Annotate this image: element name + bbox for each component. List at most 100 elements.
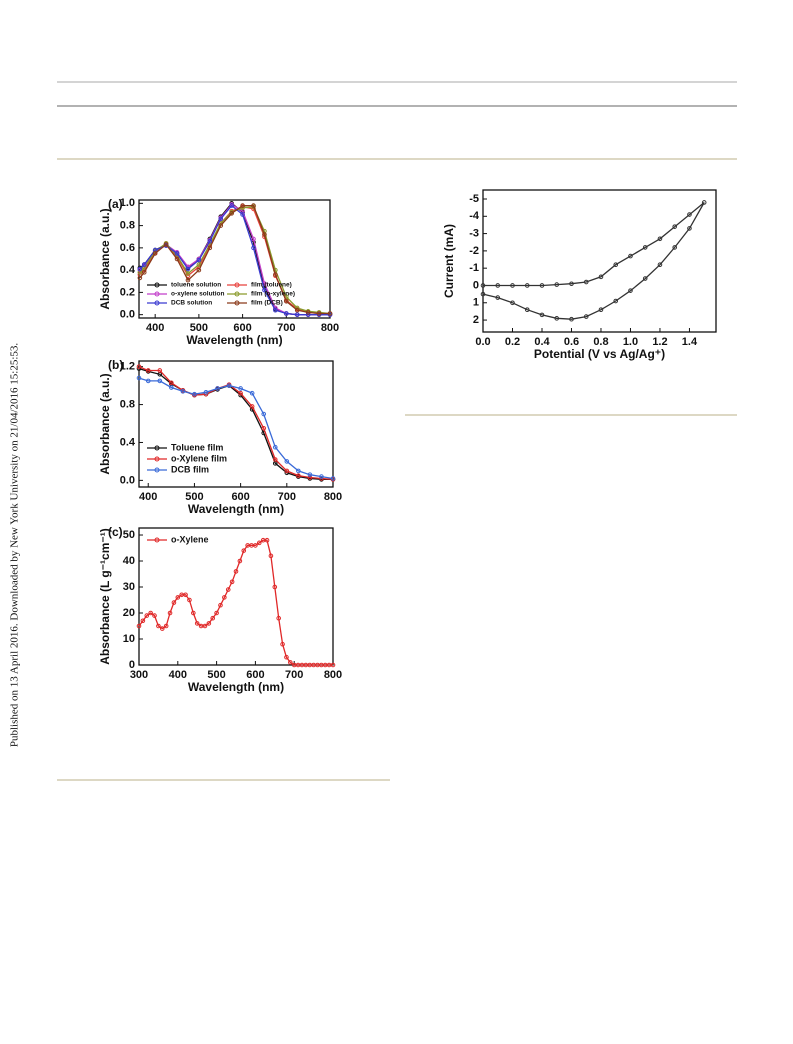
point [288, 660, 293, 665]
point [167, 610, 173, 616]
plot-frame [482, 189, 717, 333]
point [171, 600, 177, 605]
x-tick-label: 0.2 [505, 336, 520, 348]
y-axis-title: Current (mA) [442, 224, 456, 298]
legend-label: Toluene film [171, 442, 223, 452]
x-tick-label: 0.6 [564, 336, 579, 348]
y-tick-label: 0.2 [120, 286, 135, 298]
legend-marker [234, 282, 240, 288]
point [249, 390, 255, 396]
series-line [139, 206, 330, 315]
point [273, 272, 278, 277]
point [657, 262, 663, 268]
series-line [138, 539, 333, 666]
point [203, 389, 209, 395]
series-line [138, 377, 334, 480]
point [657, 236, 663, 242]
point [152, 613, 157, 618]
x-tick-label: 400 [146, 322, 164, 334]
x-tick-label: 800 [324, 491, 342, 503]
legend-marker [234, 291, 240, 297]
x-tick-label: 400 [169, 669, 187, 681]
legend-label: film (DCB) [251, 300, 283, 307]
point [554, 282, 560, 287]
point [276, 615, 281, 621]
point [218, 223, 224, 228]
point [214, 610, 219, 616]
point [141, 270, 147, 275]
point [241, 548, 247, 553]
point [157, 378, 163, 384]
point [136, 375, 142, 381]
point [280, 641, 285, 647]
point [598, 307, 604, 312]
series-line [139, 206, 331, 315]
y-tick-label: 1 [473, 297, 479, 309]
point [140, 618, 146, 624]
x-tick-label: 0.8 [593, 336, 608, 348]
y-tick-label: -1 [469, 262, 479, 274]
point [196, 262, 202, 267]
y-tick-label: -4 [469, 210, 480, 222]
x-axis-title: Wavelength (nm) [186, 333, 282, 347]
panel-label: (c) [108, 525, 123, 539]
point [238, 390, 243, 396]
point [249, 404, 255, 409]
point [284, 459, 290, 464]
x-tick-label: 0.0 [475, 336, 490, 348]
point [251, 203, 256, 208]
point [163, 623, 169, 629]
legend-label: o-xylene solution [171, 291, 224, 298]
point [210, 615, 216, 621]
x-tick-label: 500 [190, 322, 208, 334]
point [539, 312, 545, 318]
point [207, 245, 213, 251]
point [222, 595, 227, 600]
point [272, 584, 278, 590]
point [136, 623, 142, 629]
point [273, 307, 278, 313]
y-tick-label: 0.4 [120, 436, 136, 448]
point [264, 537, 270, 543]
point [284, 654, 289, 660]
x-tick-label: 0.4 [534, 336, 550, 348]
legend-marker [154, 445, 160, 451]
point [495, 283, 501, 288]
side-note: Published on 13 April 2016. Downloaded b… [9, 343, 21, 747]
point [233, 569, 239, 574]
x-tick-label: 500 [207, 669, 225, 681]
legend-label: toluene solution [171, 282, 221, 289]
legend-marker [154, 467, 160, 473]
legend-label: o-Xylene film [171, 453, 227, 463]
point [495, 295, 501, 300]
point [294, 307, 300, 313]
point [136, 364, 142, 369]
series-line [139, 204, 330, 316]
point [229, 579, 235, 585]
point [240, 203, 245, 208]
point [283, 311, 289, 316]
y-tick-label: 0.8 [120, 398, 135, 410]
y-tick-label: 1.0 [120, 197, 135, 209]
point [215, 386, 220, 391]
point [261, 425, 267, 431]
point [251, 245, 256, 251]
point [569, 281, 574, 287]
point [319, 474, 324, 479]
y-tick-label: -5 [469, 193, 479, 205]
y-tick-label: 0 [473, 279, 479, 291]
y-tick-label: 30 [123, 581, 135, 593]
legend-label: DCB solution [171, 300, 212, 307]
point [628, 288, 633, 293]
x-tick-label: 1.4 [682, 336, 698, 348]
point [251, 236, 256, 242]
point [628, 253, 633, 259]
legend-marker [154, 537, 160, 543]
point [613, 298, 619, 304]
point [307, 472, 313, 477]
point [262, 287, 267, 293]
series-line [138, 366, 334, 481]
x-tick-label: 800 [324, 669, 342, 681]
point [145, 378, 151, 384]
